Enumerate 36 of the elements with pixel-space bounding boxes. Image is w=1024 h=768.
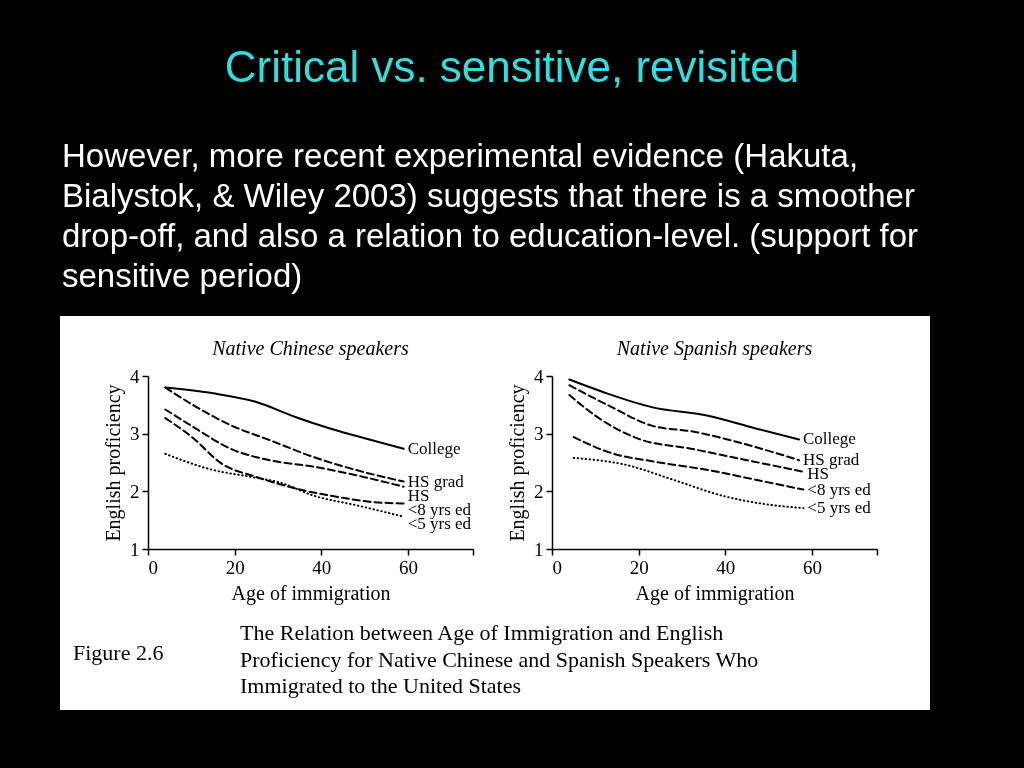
y-axis-title: English proficiency <box>102 384 125 542</box>
y-tick-label: 2 <box>534 480 544 502</box>
y-tick-label: 1 <box>534 538 544 560</box>
series-label: College <box>407 438 461 458</box>
y-axis-title: English proficiency <box>506 384 529 542</box>
x-tick-label: 40 <box>312 556 332 578</box>
series-label: HS grad <box>407 471 465 491</box>
line-series <box>572 456 805 510</box>
x-tick-label: 60 <box>399 556 418 578</box>
y-tick-label: 3 <box>534 423 544 445</box>
caption: Figure 2.6 <box>73 640 164 665</box>
y-tick-label: 1 <box>130 538 140 560</box>
y-tick-label: 2 <box>130 480 140 502</box>
y-tick-label: 4 <box>130 365 140 387</box>
y-tick-label: 4 <box>534 365 544 387</box>
x-tick-label: 20 <box>629 556 649 578</box>
series-label: College <box>803 429 856 449</box>
x-tick-label: 20 <box>225 556 245 578</box>
line-series <box>568 394 805 473</box>
chart-title: Native Spanish speakers <box>615 337 813 360</box>
line-series <box>568 384 800 462</box>
x-axis-title: Age of immigration <box>635 581 795 605</box>
text: The Relation between Age of Immigration and English Proficiency for Native Chinese and Spanish Speakers Who Immigrated to the United States <box>240 620 759 698</box>
x-axis-title: Age of immigration <box>231 581 391 605</box>
y-tick-label: 3 <box>130 423 140 445</box>
line-series <box>568 378 800 441</box>
text: However, more recent experimental evidence (Hakuta, Bialystok, & Wiley 2003) suggests that there is a smoother drop-off, and also a relation to education-level. (support for sensitive period) <box>62 137 919 294</box>
chart-title: Native Chinese speakers <box>211 337 410 360</box>
x-tick-label: 60 <box>803 556 822 578</box>
series-label: <5 yrs ed <box>807 498 872 518</box>
line-series <box>572 436 805 491</box>
line-series <box>164 408 405 488</box>
x-tick-label: 40 <box>716 556 736 578</box>
text: Critical vs. sensitive, revisited <box>224 42 800 91</box>
x-tick-label: 0 <box>552 556 562 578</box>
x-tick-label: 0 <box>148 556 158 578</box>
